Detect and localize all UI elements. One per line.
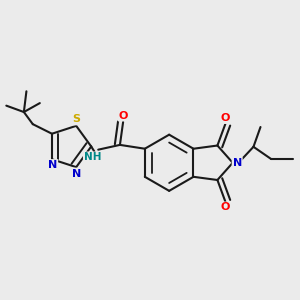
Text: NH: NH <box>84 152 101 162</box>
Text: O: O <box>118 110 128 121</box>
Text: N: N <box>48 160 57 170</box>
Text: O: O <box>221 202 230 212</box>
Text: O: O <box>221 113 230 123</box>
Text: N: N <box>232 158 242 168</box>
Text: S: S <box>72 115 80 124</box>
Text: N: N <box>72 169 81 178</box>
